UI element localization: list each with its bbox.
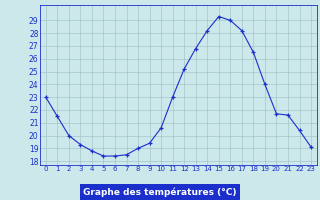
Text: Graphe des températures (°C): Graphe des températures (°C) <box>83 187 237 197</box>
